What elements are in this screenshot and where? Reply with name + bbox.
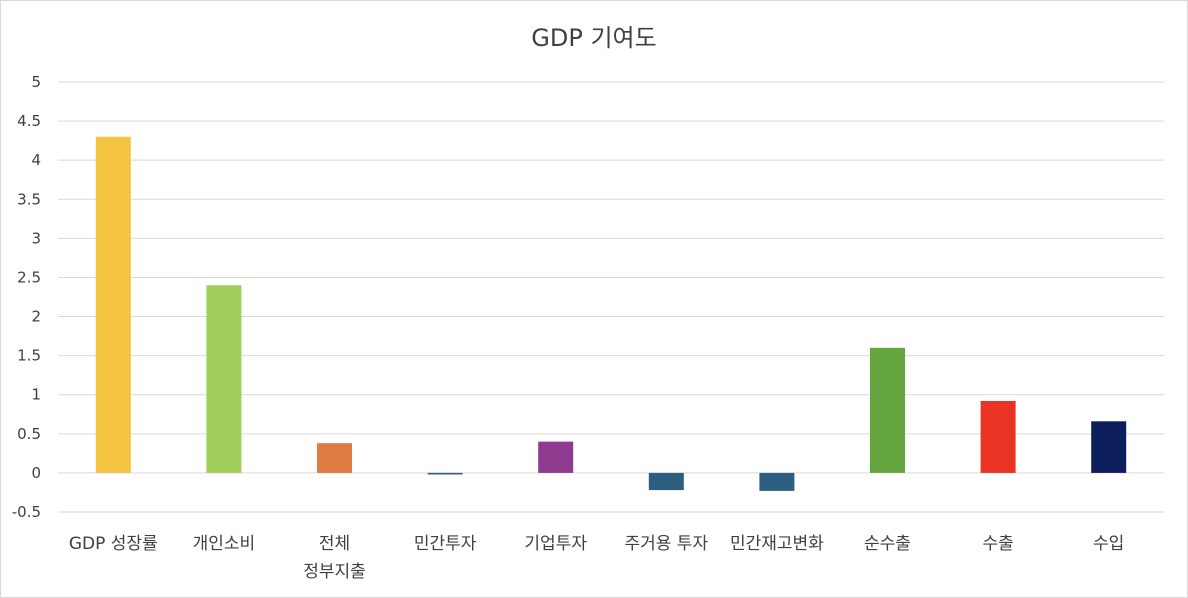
x-category-label: 개인소비	[193, 534, 256, 554]
x-axis-category-labels: GDP 성장률 개인소비 전체 정부지출 민간투자 기업투자 주거용 투자 민간재고변화 순수출…	[69, 534, 1124, 582]
y-tick-label: 0.5	[17, 425, 41, 443]
bar	[648, 472, 684, 491]
gridlines	[58, 81, 1164, 513]
y-tick-label: 2	[31, 308, 41, 326]
x-category-label: 수출	[982, 534, 1013, 554]
x-category-label: 수입	[1093, 534, 1124, 554]
x-category-label: GDP 성장률	[69, 534, 158, 554]
y-axis-tick-labels: -0.5 0 0.5 1 1.5 2 2.5 3 3.5 4 4.5 5	[12, 73, 41, 521]
y-tick-label: 1	[31, 386, 41, 404]
y-tick-label: -0.5	[12, 503, 41, 521]
bar	[980, 400, 1016, 473]
x-category-label: 순수출	[864, 534, 911, 554]
bar	[95, 136, 131, 473]
y-tick-label: 2.5	[17, 268, 41, 286]
y-tick-label: 0	[31, 464, 41, 482]
x-category-label: 기업투자	[524, 534, 587, 554]
x-category-label: 민간투자	[414, 534, 477, 554]
y-tick-label: 5	[31, 73, 41, 91]
bars	[95, 136, 1127, 491]
y-tick-label: 4.5	[17, 112, 41, 130]
y-tick-label: 3.5	[17, 190, 41, 208]
x-category-label: 전체 정부지출	[303, 534, 366, 582]
chart-title: GDP 기여도	[531, 24, 657, 52]
bar	[317, 443, 352, 473]
y-tick-label: 3	[31, 229, 41, 247]
y-tick-label: 4	[31, 151, 41, 169]
y-tick-label: 1.5	[17, 347, 41, 365]
bar	[759, 472, 795, 491]
bar	[427, 472, 463, 475]
bar	[206, 285, 242, 473]
x-category-label: 민간재고변화	[730, 534, 824, 554]
bar	[1091, 421, 1127, 473]
bar	[538, 441, 574, 473]
x-category-label: 주거용 투자	[624, 534, 708, 554]
bar	[870, 347, 905, 473]
